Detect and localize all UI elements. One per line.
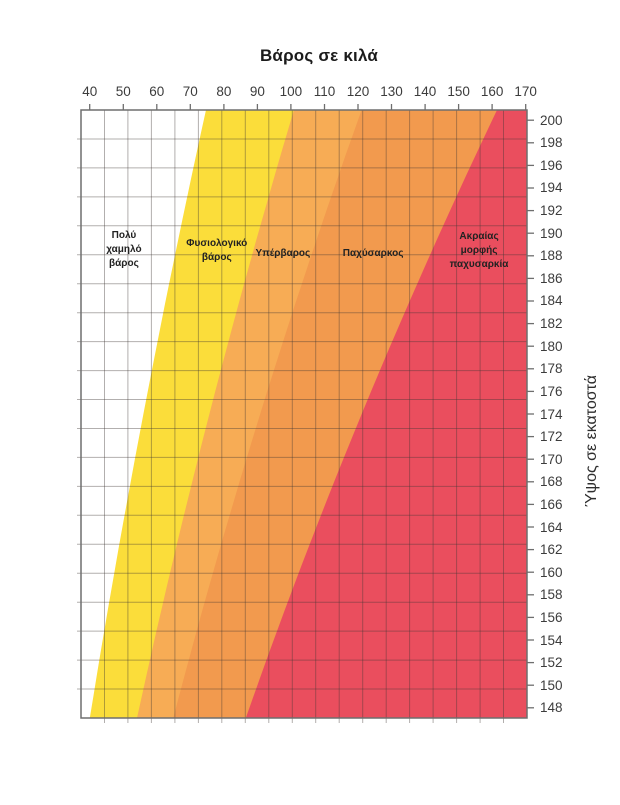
y-tick-label: 166 xyxy=(540,496,563,512)
y-tick-label: 174 xyxy=(540,406,563,422)
plot-area xyxy=(77,104,534,723)
y-tick-label: 180 xyxy=(540,338,563,354)
zone-label-overweight: Υπέρβαρος xyxy=(255,247,311,259)
y-tick-label: 194 xyxy=(540,180,563,196)
zone-label-extreme-obesity: Ακραίας μορφής παχυσαρκία xyxy=(449,231,509,271)
x-tick-label: 110 xyxy=(313,84,336,99)
y-tick-label: 152 xyxy=(540,655,563,671)
x-tick-label: 50 xyxy=(115,84,131,99)
y-tick-label: 150 xyxy=(540,677,563,693)
y-tick-label: 170 xyxy=(540,451,563,467)
y-tick-label: 200 xyxy=(540,112,563,128)
x-tick-label: 90 xyxy=(249,84,265,99)
y-axis-title: Ύψος σε εκατοστά xyxy=(583,375,600,507)
y-tick-label: 198 xyxy=(540,135,563,151)
x-tick-label: 60 xyxy=(149,84,165,99)
zone-label-normal-weight: Φυσιολογικό βάρος xyxy=(186,238,248,264)
y-tick-label: 196 xyxy=(540,157,563,173)
x-tick-label: 140 xyxy=(413,84,437,99)
y-tick-label: 158 xyxy=(540,587,563,603)
y-tick-label: 154 xyxy=(540,632,563,648)
chart-title: Βάρος σε κιλά xyxy=(259,46,379,65)
y-tick-label: 176 xyxy=(540,383,563,399)
y-tick-label: 168 xyxy=(540,474,563,490)
y-tick-label: 190 xyxy=(540,225,563,241)
y-tick-label: 164 xyxy=(540,519,563,535)
y-tick-label: 172 xyxy=(540,429,563,445)
zone-label-underweight: Πολύ χαμηλό βάρος xyxy=(106,230,142,270)
zone-label-obese: Παχύσαρκος xyxy=(342,247,404,259)
x-tick-label: 100 xyxy=(279,84,303,99)
x-tick-label: 40 xyxy=(82,84,98,99)
y-tick-label: 178 xyxy=(540,361,563,377)
x-tick-label: 120 xyxy=(346,84,370,99)
x-tick-label: 160 xyxy=(480,84,504,99)
x-tick-label: 70 xyxy=(182,84,198,99)
y-tick-label: 148 xyxy=(540,700,563,716)
y-tick-label: 156 xyxy=(540,609,563,625)
x-tick-label: 170 xyxy=(514,84,537,99)
y-tick-label: 186 xyxy=(540,270,563,286)
x-tick-label: 150 xyxy=(447,84,470,99)
y-tick-label: 162 xyxy=(540,542,563,558)
y-tick-label: 182 xyxy=(540,316,563,332)
x-tick-label: 130 xyxy=(380,84,403,99)
zone-extreme-obesity xyxy=(245,110,528,718)
y-tick-label: 160 xyxy=(540,564,563,580)
x-tick-label: 80 xyxy=(216,84,232,99)
y-tick-label: 192 xyxy=(540,203,563,219)
y-tick-label: 184 xyxy=(540,293,563,309)
y-tick-label: 188 xyxy=(540,248,563,264)
